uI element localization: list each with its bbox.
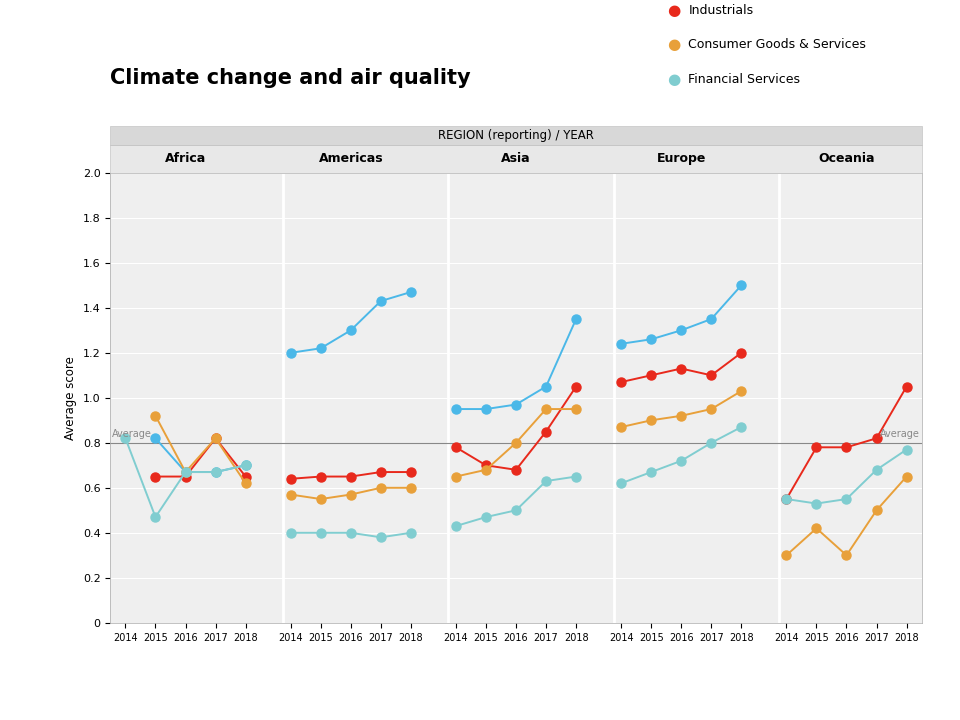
Text: Climate change and air quality: Climate change and air quality	[110, 68, 471, 89]
Text: Average: Average	[112, 429, 152, 439]
Y-axis label: Average score: Average score	[64, 356, 78, 440]
Text: Americas: Americas	[319, 153, 383, 166]
Text: ●: ●	[667, 72, 681, 86]
Text: Financial Services: Financial Services	[688, 73, 801, 86]
Text: ●: ●	[667, 37, 681, 52]
Text: REGION (reporting) / YEAR: REGION (reporting) / YEAR	[438, 129, 594, 142]
Text: Average: Average	[880, 429, 920, 439]
Text: Africa: Africa	[165, 153, 206, 166]
Text: Europe: Europe	[657, 153, 706, 166]
Text: Asia: Asia	[501, 153, 531, 166]
Text: Industrials: Industrials	[688, 4, 754, 17]
Text: Oceania: Oceania	[818, 153, 875, 166]
Text: Consumer Goods & Services: Consumer Goods & Services	[688, 38, 866, 51]
Text: ●: ●	[667, 3, 681, 17]
